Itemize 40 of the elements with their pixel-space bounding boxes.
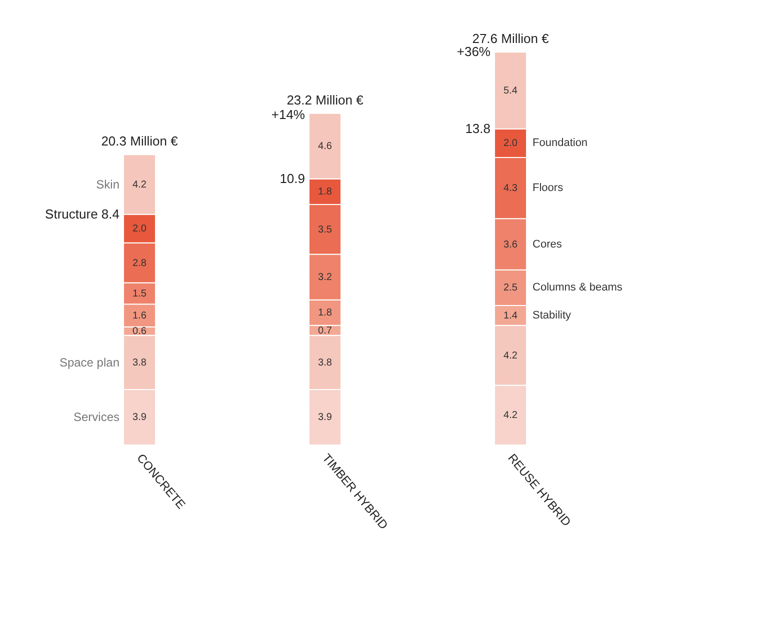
data-label: 3.5	[318, 224, 332, 236]
data-label: 2.0	[132, 224, 147, 235]
series-label: Services	[73, 410, 120, 424]
total-label: 27.6 Million €	[472, 31, 550, 46]
data-label: 3.8	[132, 357, 147, 368]
annotation: 10.9	[280, 170, 305, 186]
series-label: Space plan	[59, 355, 120, 370]
data-label: 4.6	[318, 141, 332, 152]
data-label: 1.5	[132, 288, 147, 300]
series-label: Columns & beams	[532, 282, 623, 294]
total-label: 23.2 Million €	[286, 92, 364, 108]
annotation: +36%	[456, 44, 491, 60]
series-label: Foundation	[532, 137, 588, 150]
total-label: 20.3 Million €	[101, 134, 179, 149]
data-label: 4.3	[504, 183, 518, 194]
data-label: 3.6	[504, 239, 518, 250]
annotation: +14%	[271, 106, 306, 122]
series-label: Skin	[96, 178, 120, 192]
data-label: 1.8	[318, 186, 332, 198]
data-label: 3.2	[318, 272, 332, 284]
data-label: 2.8	[132, 258, 147, 269]
data-label: 0.6	[132, 326, 147, 338]
data-label: 3.9	[318, 412, 332, 424]
series-label: Floors	[532, 182, 564, 194]
series-label: Cores	[532, 238, 562, 250]
data-label: 3.9	[132, 412, 147, 424]
data-label: 1.8	[318, 308, 332, 319]
data-label: 1.6	[132, 310, 147, 322]
data-label: 3.8	[318, 357, 332, 368]
data-label: 4.2	[504, 410, 518, 422]
data-label: 5.4	[504, 86, 518, 97]
data-label: 4.2	[132, 180, 147, 191]
data-label: 2.0	[504, 138, 518, 150]
data-label: 2.5	[504, 282, 518, 294]
annotation: Structure 8.4	[45, 206, 120, 222]
data-label: 1.4	[504, 310, 518, 322]
annotation: 13.8	[465, 121, 491, 136]
series-label: Stability	[532, 309, 572, 322]
data-label: 4.2	[504, 350, 518, 362]
data-label: 0.7	[318, 325, 332, 336]
